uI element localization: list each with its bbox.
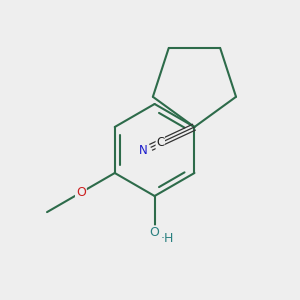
Text: C: C <box>156 136 164 149</box>
Text: O: O <box>150 226 160 239</box>
Text: O: O <box>76 186 86 199</box>
Text: ·H: ·H <box>161 232 174 245</box>
Text: N: N <box>139 144 148 158</box>
